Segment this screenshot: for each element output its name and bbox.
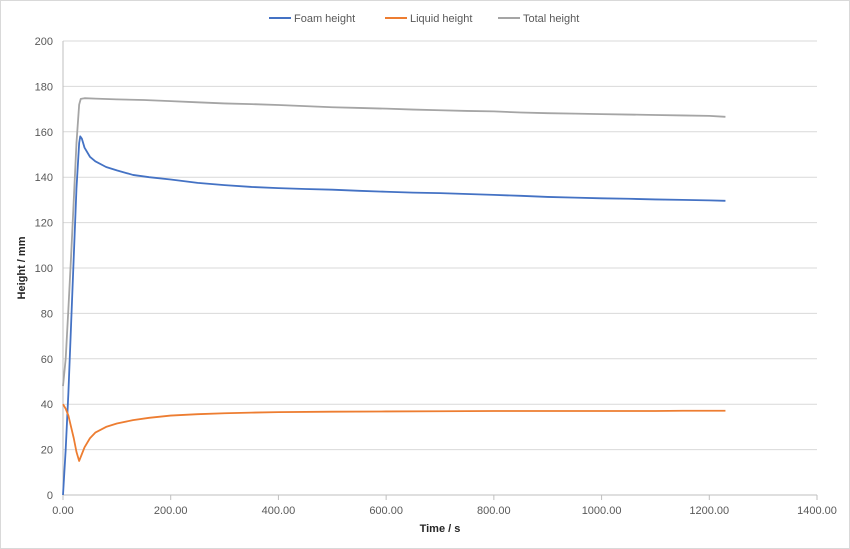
x-tick-label: 1400.00 [797, 505, 837, 517]
y-tick-label: 40 [41, 399, 53, 411]
x-tick-label: 0.00 [52, 505, 73, 517]
y-tick-label: 0 [47, 490, 53, 502]
series-line-total-height [62, 97, 726, 387]
x-axis-title: Time / s [420, 523, 461, 535]
series-group [62, 97, 726, 496]
series-line-liquid-height [62, 403, 726, 462]
legend-label-liquid-height: Liquid height [410, 13, 472, 25]
legend-label-foam-height: Foam height [294, 13, 355, 25]
y-tick-label: 100 [35, 263, 53, 275]
x-tick-label: 800.00 [477, 505, 511, 517]
y-tick-label: 20 [41, 445, 53, 457]
y-tick-label: 200 [35, 36, 53, 48]
y-axis-title: Height / mm [16, 236, 28, 299]
x-tick-label: 400.00 [262, 505, 296, 517]
y-tick-label: 80 [41, 308, 53, 320]
tick-labels: 0 20 40 60 80 100 120 140 160 180 200 0.00 200.00 400… [35, 36, 837, 517]
x-tick-label: 1200.00 [689, 505, 729, 517]
legend-label-total-height: Total height [523, 13, 579, 25]
series-line-foam-height [62, 135, 726, 496]
x-tick-label: 600.00 [369, 505, 403, 517]
x-tick-label: 200.00 [154, 505, 188, 517]
axes [62, 41, 818, 500]
y-tick-label: 180 [35, 81, 53, 93]
y-tick-label: 140 [35, 172, 53, 184]
legend: Foam height Liquid height Total height [269, 13, 579, 25]
y-tick-label: 60 [41, 354, 53, 366]
gridlines [63, 40, 817, 451]
x-tick-label: 1000.00 [582, 505, 622, 517]
y-tick-label: 120 [35, 218, 53, 230]
y-tick-label: 160 [35, 127, 53, 139]
